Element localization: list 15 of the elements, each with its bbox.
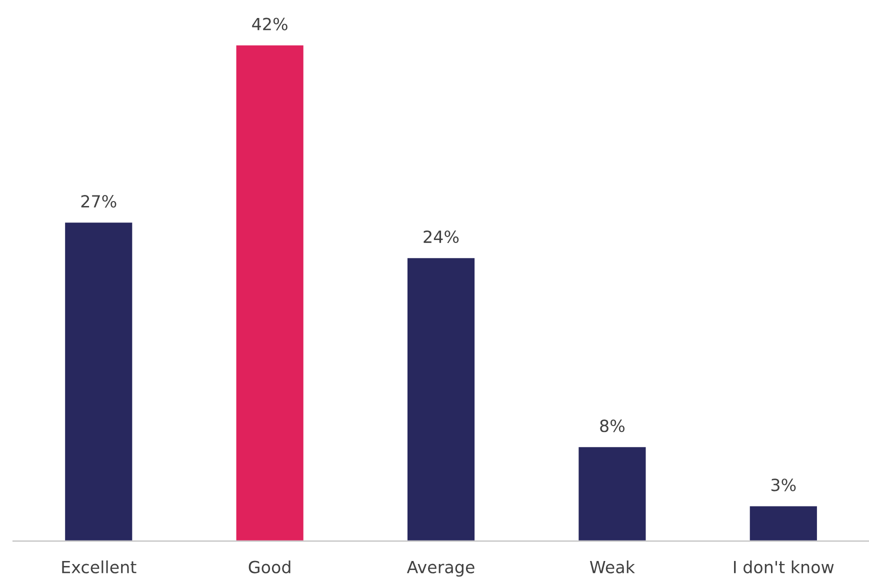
bar [64, 221, 134, 542]
data-label: 24% [424, 230, 459, 244]
x-tick-label: Excellent [62, 560, 136, 574]
bar [577, 446, 648, 542]
bar [748, 504, 818, 542]
x-tick-label: Weak [590, 560, 635, 574]
x-tick-label: I don't know [734, 560, 834, 574]
bar [234, 44, 305, 542]
x-tick-label: Good [248, 560, 290, 574]
x-tick-label: Average [406, 560, 474, 577]
data-label: 42% [252, 18, 288, 30]
bar [406, 256, 476, 542]
data-label: 3% [771, 478, 796, 492]
data-label: 27% [81, 194, 116, 208]
data-label: 8% [600, 420, 625, 432]
